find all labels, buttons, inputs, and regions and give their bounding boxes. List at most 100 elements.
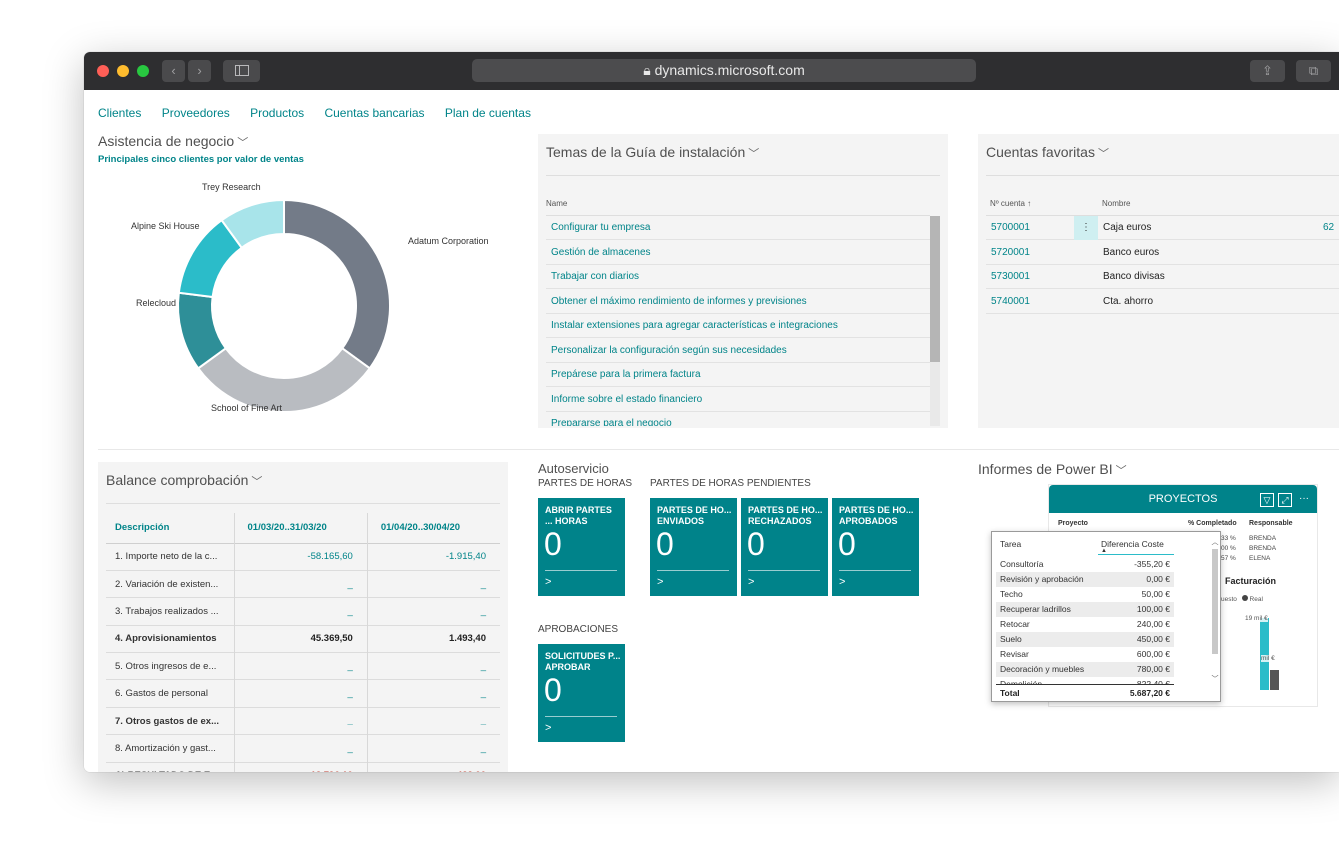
balance-value-april[interactable]: _: [480, 688, 486, 700]
nav-link-proveedores[interactable]: Proveedores: [161, 106, 230, 120]
popup-row[interactable]: Suelo 450,00 €: [996, 632, 1174, 647]
account-row[interactable]: 5720001 Banco euros: [986, 241, 1339, 265]
balance-value-march[interactable]: _: [234, 734, 368, 763]
close-window-button[interactable]: [97, 65, 109, 77]
forward-icon[interactable]: ›: [188, 60, 211, 82]
balance-row[interactable]: 3. Trabajos realizados ... _ _: [106, 597, 500, 626]
guide-item[interactable]: Personalizar la configuración según sus …: [546, 339, 930, 363]
popup-row[interactable]: Decoración y muebles 780,00 €: [996, 662, 1174, 677]
scrollbar-track[interactable]: [930, 216, 940, 426]
filter-icon[interactable]: ▽: [1260, 493, 1274, 507]
sort-asc-icon[interactable]: ▲: [1101, 548, 1107, 554]
donut-slice-trey-research[interactable]: [220, 198, 285, 250]
guide-item[interactable]: Instalar extensiones para agregar caract…: [546, 314, 930, 338]
balance-row[interactable]: 8. Amortización y gast... _ _: [106, 734, 500, 763]
balance-row[interactable]: 2. Variación de existen... _ _: [106, 570, 500, 598]
balance-header-april[interactable]: 01/04/20..30/04/20: [380, 522, 461, 534]
tile-approved-timesheets[interactable]: PARTES DE HO... APROBADOS 0 >: [832, 498, 919, 596]
guide-item[interactable]: Obtener el máximo rendimiento de informe…: [546, 290, 930, 314]
tabs-overview-icon[interactable]: ⧉: [1296, 60, 1331, 82]
balance-header-description[interactable]: Descripción: [106, 513, 235, 543]
balance-row[interactable]: 6. Gastos de personal _ _: [106, 679, 500, 708]
account-balance[interactable]: 62: [1323, 222, 1335, 233]
balance-value-april[interactable]: _: [480, 578, 486, 590]
account-row[interactable]: 5700001 ⋮ Caja euros 62: [986, 216, 1339, 240]
maximize-window-button[interactable]: [137, 65, 149, 77]
account-row[interactable]: 5740001 Cta. ahorro: [986, 290, 1339, 314]
popup-row[interactable]: Retocar 240,00 €: [996, 617, 1174, 632]
chart-subtitle[interactable]: Principales cinco clientes por valor de …: [98, 154, 304, 165]
more-options-icon[interactable]: ···: [1299, 493, 1309, 504]
accounts-title[interactable]: Cuentas favoritas ﹀: [986, 144, 1109, 161]
account-number[interactable]: 5740001: [991, 295, 1030, 307]
guide-title[interactable]: Temas de la Guía de instalación ﹀: [546, 144, 759, 161]
balance-title[interactable]: Balance comprobación ﹀: [106, 472, 262, 489]
balance-value-march[interactable]: _: [234, 570, 368, 598]
balance-value-march[interactable]: -12.796,10: [234, 762, 368, 772]
business-title[interactable]: Asistencia de negocio ﹀: [98, 133, 248, 150]
balance-value-march[interactable]: _: [234, 679, 368, 708]
balance-row[interactable]: 5. Otros ingresos de e... _ _: [106, 652, 500, 680]
balance-value-april[interactable]: -1.915,40: [445, 551, 486, 563]
popup-row[interactable]: Demolición 822,40 €: [996, 677, 1174, 684]
balance-value-april[interactable]: -422,00: [367, 762, 500, 772]
nav-link-clientes[interactable]: Clientes: [98, 106, 142, 120]
balance-value-april[interactable]: 1.493,40: [449, 633, 486, 645]
account-number[interactable]: 5720001: [991, 246, 1030, 258]
balance-value-march[interactable]: _: [234, 652, 368, 680]
share-icon[interactable]: ⇪: [1250, 60, 1285, 82]
guide-item[interactable]: Trabajar con diarios: [546, 265, 930, 289]
address-bar[interactable]: 🔒︎ dynamics.microsoft.com: [472, 59, 976, 82]
back-icon[interactable]: ‹: [162, 60, 185, 82]
balance-row[interactable]: A) RESULTADO DE E...-12.796,10-422,00: [106, 762, 500, 772]
popup-col-diff[interactable]: Diferencia Coste: [1101, 539, 1164, 549]
sidebar-toggle-icon[interactable]: [223, 60, 260, 82]
balance-row[interactable]: 4. Aprovisionamientos 45.369,50 1.493,40: [106, 625, 500, 653]
guide-item[interactable]: Informe sobre el estado financiero: [546, 388, 930, 412]
balance-value-march[interactable]: 45.369,50: [234, 625, 368, 653]
balance-value-april[interactable]: _: [480, 742, 486, 754]
popup-col-task[interactable]: Tarea: [1000, 539, 1022, 549]
popup-row[interactable]: Consultoría -355,20 €: [996, 557, 1174, 572]
tile-open-timesheets[interactable]: ABRIR PARTES ... HORAS 0 >: [538, 498, 625, 596]
guide-item[interactable]: Prepárese para la primera factura: [546, 363, 930, 387]
account-row[interactable]: 5730001 Banco divisas: [986, 265, 1339, 289]
tile-rejected-timesheets[interactable]: PARTES DE HO... RECHAZADOS 0 >: [741, 498, 828, 596]
popup-row[interactable]: Techo 50,00 €: [996, 587, 1174, 602]
nav-link-cuentas-bancarias[interactable]: Cuentas bancarias: [324, 106, 425, 120]
account-number[interactable]: 5730001: [991, 271, 1030, 282]
row-actions-icon[interactable]: ⋮: [1074, 216, 1098, 240]
scrollbar-thumb[interactable]: [930, 216, 940, 362]
tile-requests-to-approve[interactable]: SOLICITUDES P... APROBAR 0 >: [538, 644, 625, 742]
cost-popup[interactable]: Tarea Diferencia Coste ▲ Consultoría -355…: [991, 531, 1221, 702]
popup-row[interactable]: Revisar 600,00 €: [996, 647, 1174, 662]
guide-item[interactable]: Configurar tu empresa: [546, 216, 930, 240]
guide-item[interactable]: Gestión de almacenes: [546, 241, 930, 265]
tile-sent-timesheets[interactable]: PARTES DE HO... ENVIADOS 0 >: [650, 498, 737, 596]
minimize-window-button[interactable]: [117, 65, 129, 77]
accounts-col-name[interactable]: Nombre: [1102, 199, 1131, 208]
donut-slice-adatum-corporation[interactable]: [283, 198, 391, 370]
balance-row[interactable]: 1. Importe neto de la c... -58.165,60 -1.9…: [106, 543, 500, 571]
popup-row[interactable]: Revisión y aprobación 0,00 €: [996, 572, 1174, 587]
balance-value-april[interactable]: _: [480, 715, 486, 727]
powerbi-title[interactable]: Informes de Power BI ﹀: [978, 461, 1127, 478]
nav-link-plan-cuentas[interactable]: Plan de cuentas: [444, 106, 531, 120]
chevron-down-icon[interactable]: ﹀: [1211, 676, 1219, 683]
chevron-up-icon[interactable]: ︿: [1211, 539, 1219, 546]
balance-value-april[interactable]: _: [480, 660, 486, 672]
popup-scroll-thumb[interactable]: [1212, 549, 1218, 654]
balance-value-march[interactable]: _: [234, 707, 368, 735]
balance-row[interactable]: 7. Otros gastos de ex... _ _: [106, 707, 500, 735]
accounts-col-no[interactable]: Nº cuenta ↑: [990, 199, 1032, 208]
balance-header-march[interactable]: 01/03/20..31/03/20: [234, 513, 368, 543]
guide-column-header[interactable]: Name: [546, 199, 568, 208]
expand-icon[interactable]: ⤢: [1278, 493, 1292, 507]
account-number[interactable]: 5700001: [991, 222, 1030, 233]
popup-row[interactable]: Recuperar ladrillos 100,00 €: [996, 602, 1174, 617]
guide-item[interactable]: Prepararse para el negocio: [546, 412, 930, 426]
nav-link-productos[interactable]: Productos: [250, 106, 305, 120]
balance-value-april[interactable]: _: [480, 605, 486, 617]
balance-value-march[interactable]: -58.165,60: [234, 543, 368, 571]
popup-scrollbar[interactable]: ︿ ﹀: [1211, 537, 1219, 687]
